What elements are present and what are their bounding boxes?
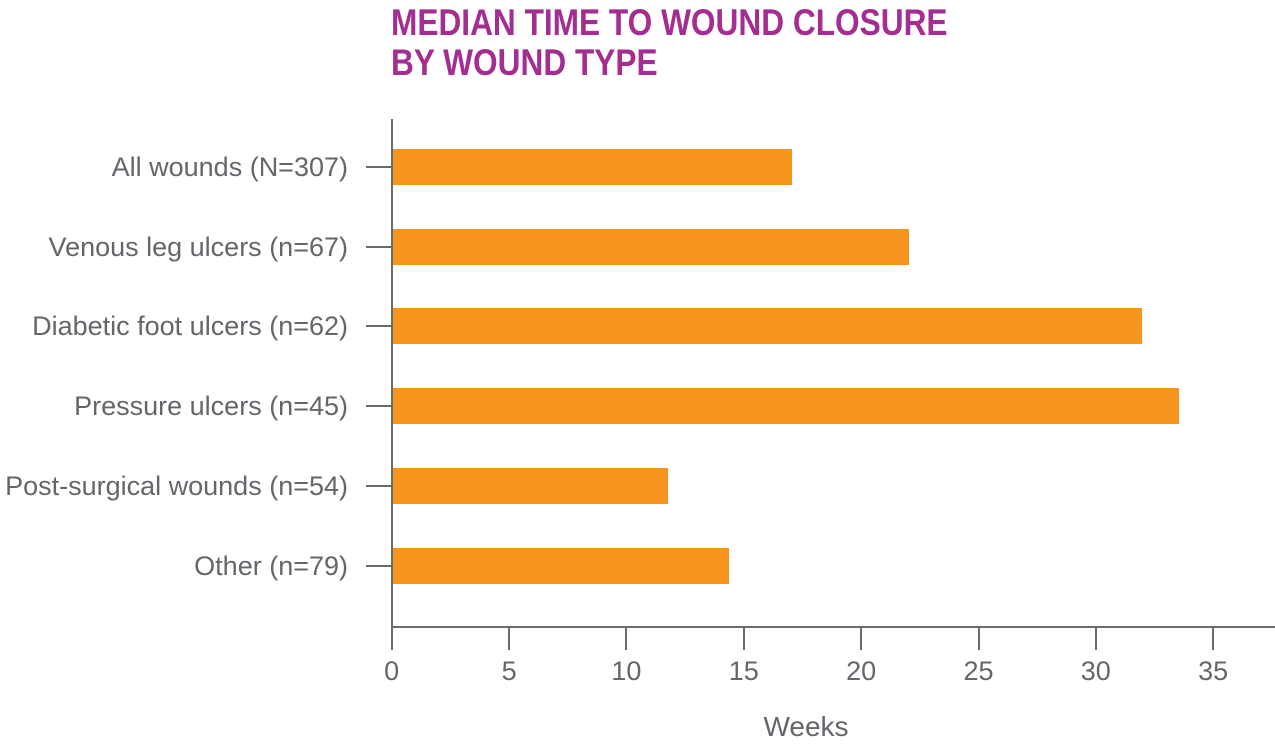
x-tick-label: 35: [1198, 656, 1229, 686]
x-tick-label: 10: [611, 656, 642, 686]
bar: [393, 308, 1142, 345]
y-tick: [366, 325, 392, 328]
bar: [393, 547, 729, 584]
chart-title: MEDIAN TIME TO WOUND CLOSURE BY WOUND TYP…: [391, 3, 948, 83]
x-tick-label: 20: [846, 656, 877, 686]
x-tick-label: 25: [963, 656, 994, 686]
y-tick: [366, 165, 392, 168]
x-axis-title: Weeks: [763, 711, 849, 742]
x-axis-line: [391, 626, 1275, 628]
x-tick: [1212, 626, 1215, 650]
x-tick: [977, 626, 980, 650]
bar: [393, 148, 792, 185]
category-label: Post-surgical wounds (n=54): [5, 471, 348, 501]
y-axis-line: [391, 119, 393, 628]
x-tick: [860, 626, 863, 650]
y-tick: [366, 485, 392, 487]
chart-title-line2: BY WOUND TYPE: [391, 42, 658, 83]
bar: [393, 228, 910, 265]
category-label: Venous leg ulcers (n=67): [48, 231, 348, 262]
x-tick-label: 30: [1080, 656, 1111, 686]
category-label: Pressure ulcers (n=45): [74, 391, 348, 422]
y-tick: [366, 564, 392, 567]
y-tick: [366, 405, 392, 408]
x-tick: [508, 626, 511, 650]
category-label: Other (n=79): [194, 550, 348, 581]
y-tick: [366, 245, 392, 248]
bar: [393, 388, 1180, 425]
x-tick: [625, 626, 628, 650]
x-tick: [742, 626, 745, 650]
category-label: Diabetic foot ulcers (n=62): [32, 311, 348, 342]
x-tick-label: 0: [384, 656, 400, 686]
x-tick-label: 15: [728, 656, 759, 686]
x-tick: [1094, 626, 1097, 650]
chart-title-line1: MEDIAN TIME TO WOUND CLOSURE: [391, 2, 948, 43]
category-label: All wounds (N=307): [111, 151, 348, 182]
x-tick: [390, 626, 393, 650]
x-tick-label: 5: [501, 656, 517, 686]
bar: [393, 468, 668, 504]
